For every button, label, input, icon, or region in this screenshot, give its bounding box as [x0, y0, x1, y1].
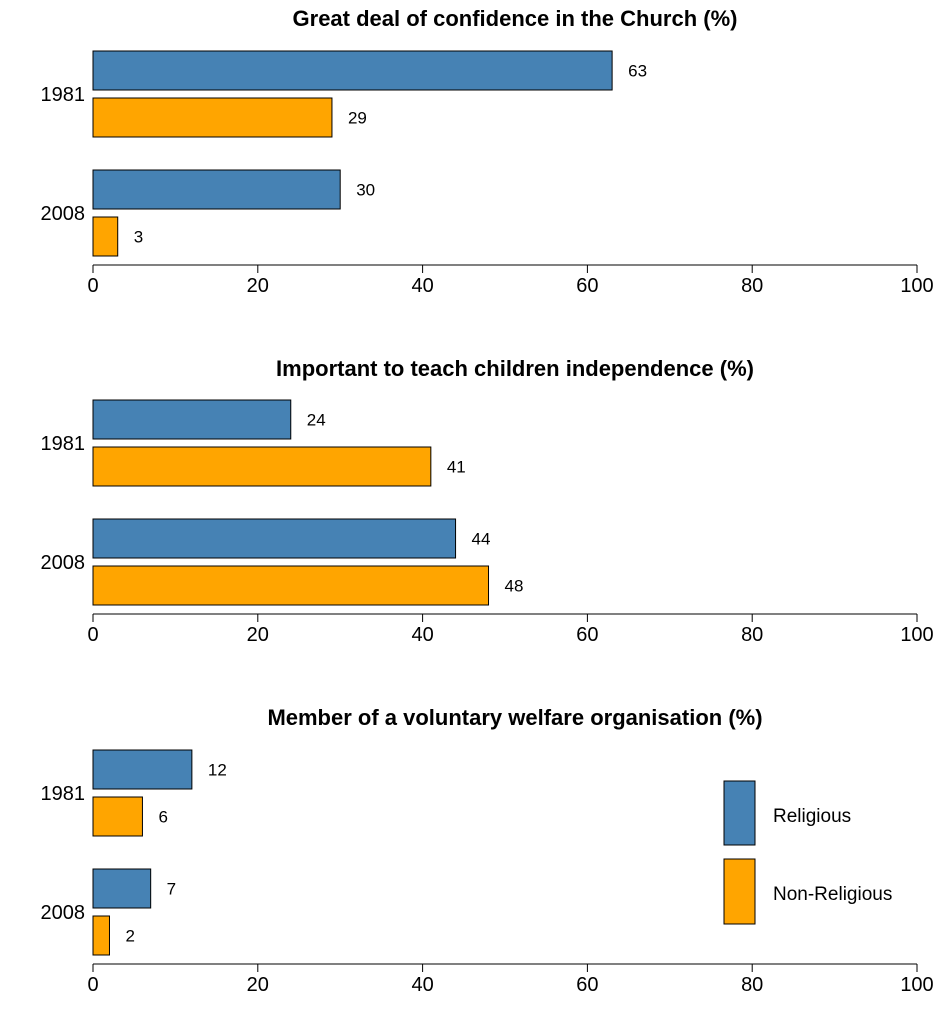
x-tick-label: 40	[411, 974, 433, 996]
category-label-1981: 1981	[41, 433, 86, 455]
x-tick-label: 80	[741, 624, 763, 646]
data-label: 41	[447, 458, 466, 477]
x-tick-label: 20	[247, 624, 269, 646]
x-tick-label: 0	[87, 275, 98, 297]
x-tick-label: 0	[87, 624, 98, 646]
bar-religious-2008	[92, 518, 457, 559]
data-label: 29	[348, 109, 367, 128]
x-tick-label: 40	[411, 275, 433, 297]
bar-religious-1981	[92, 749, 193, 790]
x-tick-label: 20	[247, 275, 269, 297]
x-tick-label: 100	[900, 624, 933, 646]
x-tick-label: 80	[741, 275, 763, 297]
bar-non-religious-2008	[92, 565, 490, 606]
chart-title: Member of a voluntary welfare organisati…	[267, 705, 762, 730]
bar-religious-1981	[92, 399, 292, 440]
bar-religious-2008	[92, 169, 341, 210]
bar-religious-2008	[92, 868, 152, 909]
category-label-2008: 2008	[41, 203, 86, 225]
category-label-2008: 2008	[41, 902, 86, 924]
data-label: 63	[628, 62, 647, 81]
data-label: 7	[167, 880, 176, 899]
bar-non-religious-1981	[92, 97, 333, 138]
data-label: 48	[505, 577, 524, 596]
category-label-1981: 1981	[41, 84, 86, 106]
legend-swatch-religious	[723, 780, 756, 846]
chart-panel-3: Member of a voluntary welfare organisati…	[41, 705, 934, 996]
x-tick-label: 0	[87, 974, 98, 996]
x-tick-label: 20	[247, 974, 269, 996]
data-label: 24	[307, 411, 326, 430]
x-tick-label: 80	[741, 974, 763, 996]
data-label: 6	[158, 808, 167, 827]
bar-religious-1981	[92, 50, 613, 91]
data-label: 30	[356, 181, 375, 200]
legend-swatch-non-religious	[723, 858, 756, 925]
chart-panel-2: Important to teach children independence…	[41, 356, 934, 646]
chart-title: Great deal of confidence in the Church (…	[293, 6, 738, 31]
chart-panel-1: Great deal of confidence in the Church (…	[41, 6, 934, 297]
bar-non-religious-1981	[92, 446, 432, 487]
x-tick-label: 100	[900, 275, 933, 297]
legend: Religious Non-Religious	[723, 780, 892, 925]
x-tick-label: 60	[576, 624, 598, 646]
bar-non-religious-2008	[92, 216, 119, 257]
data-label: 3	[134, 228, 143, 247]
legend-label-religious: Religious	[773, 806, 851, 827]
x-tick-label: 40	[411, 624, 433, 646]
data-label: 2	[125, 927, 134, 946]
category-label-2008: 2008	[41, 552, 86, 574]
bar-non-religious-1981	[92, 796, 143, 837]
data-label: 44	[472, 530, 491, 549]
data-label: 12	[208, 761, 227, 780]
chart-title: Important to teach children independence…	[276, 356, 754, 381]
x-tick-label: 60	[576, 974, 598, 996]
bar-non-religious-2008	[92, 915, 110, 956]
x-tick-label: 60	[576, 275, 598, 297]
legend-label-non-religious: Non-Religious	[773, 884, 892, 905]
category-label-1981: 1981	[41, 783, 86, 805]
x-tick-label: 100	[900, 974, 933, 996]
